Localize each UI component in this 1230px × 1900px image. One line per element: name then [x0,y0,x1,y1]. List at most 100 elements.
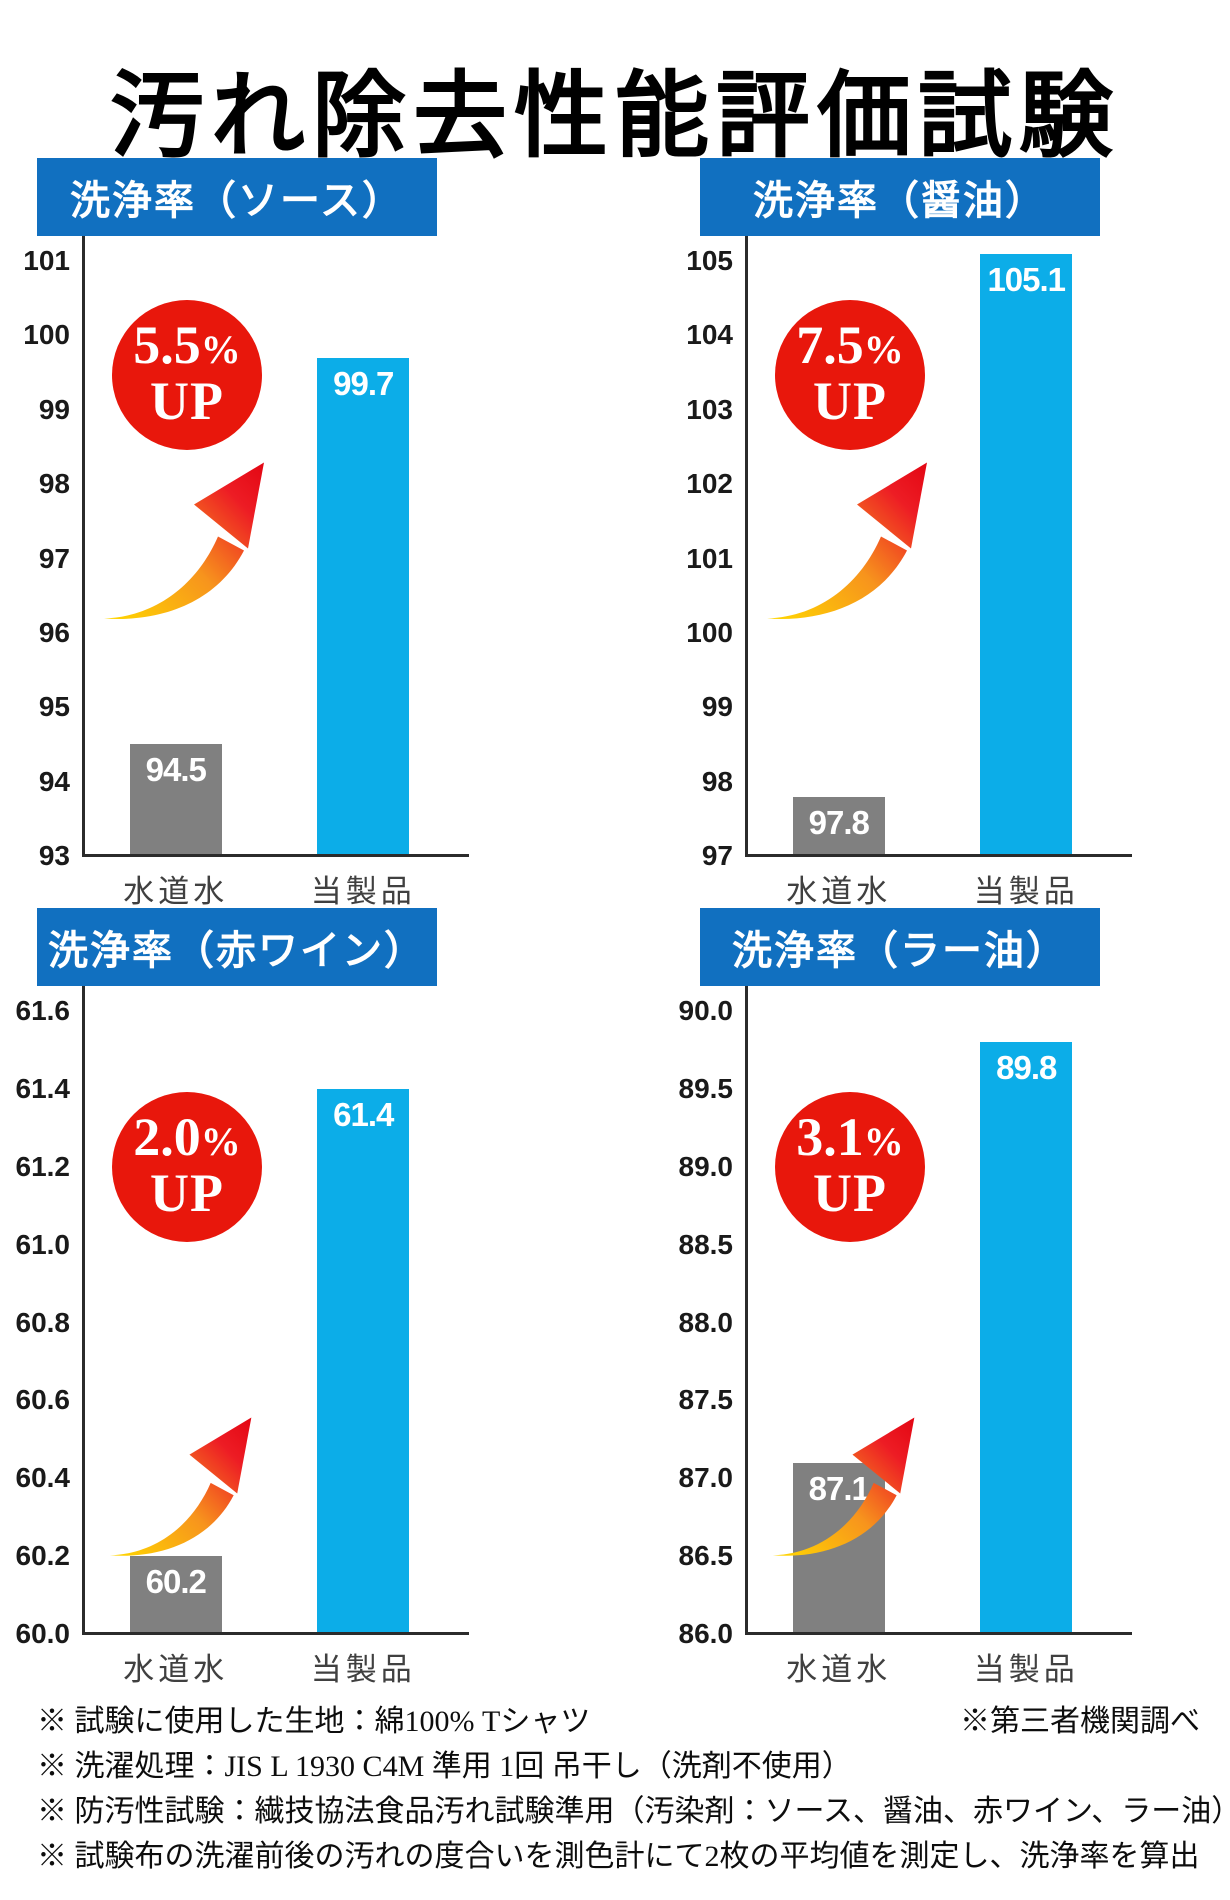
category-label: 水道水 [786,1652,892,1687]
y-tick-label: 99 [38,393,70,425]
y-tick-label: 61.2 [15,1150,71,1182]
footnote-line: ※ 試験布の洗濯前後の汚れの度合いを測色計にて2枚の平均値を測定し、洗浄率を算出 [37,1841,1200,1872]
up-badge: 2.0% UP [112,1092,262,1242]
category-label: 当製品 [310,874,416,909]
bars-group: 60.2 水道水 61.4 当製品 [82,986,457,1687]
growth-arrow-icon [767,462,927,619]
y-tick-label: 87.0 [678,1462,734,1494]
bar-当製品: 61.4 [317,1088,410,1634]
up-badge: 5.5% UP [112,300,262,450]
page-title: 汚れ除去性能評価試験 [109,64,1120,169]
y-tick-label: 61.4 [15,1072,71,1104]
y-tick-label: 60.2 [15,1540,71,1572]
y-tick-label: 61.0 [15,1228,71,1260]
footnote-right-text: ※第三者機関調べ [960,1705,1200,1738]
y-tick-label: 61.6 [15,995,71,1026]
category-label: 水道水 [786,874,892,909]
growth-arrow-icon [109,1417,252,1556]
y-tick-label: 89.5 [678,1072,734,1104]
category-label: 水道水 [123,1652,229,1687]
y-tick-label: 94 [38,765,70,797]
bar-水道水: 87.1 [792,1462,885,1634]
bar-水道水: 60.2 [129,1556,222,1634]
badge-percent: 2.0% [133,1107,241,1168]
y-axis: 101 100 99 98 97 96 95 94 93 [23,236,457,871]
badge-up-label: UP [150,1163,224,1224]
plot-area: 101 100 99 98 97 96 95 94 93 94.5 水道水 99.7 当製品 5.5%… [23,236,469,909]
chart-title-soysauce: 洗浄率（醤油） [700,158,1100,236]
category-label: 水道水 [123,874,229,909]
bar-当製品: 105.1 [980,253,1073,856]
category-label: 当製品 [973,874,1079,909]
bar-当製品: 99.7 [317,357,410,856]
badge-percent: 7.5% [796,315,904,376]
footnotes: ※ 試験に使用した生地：綿100% Tシャツ ※第三者機関調べ ※ 洗濯処理：J… [37,1706,1230,1886]
footnote-text: ※ 試験布の洗濯前後の汚れの度合いを測色計にて2枚の平均値を測定し、洗浄率を算出 [37,1840,1200,1873]
footnote-text: ※ 洗濯処理：JIS L 1930 C4M 準用 1回 吊干し（洗剤不使用） [37,1750,852,1783]
chart-panel-redwine: 洗浄率（赤ワイン） 61.6 61.4 61.2 61.0 60.8 60.6 60.4 60… [16,908,469,1687]
badge-percent: 5.5% [133,315,241,376]
bar-value-label: 97.8 [808,803,870,841]
footnote-text: ※ 試験に使用した生地：綿100% Tシャツ [37,1705,591,1738]
y-tick-label: 100 [686,616,733,648]
plot-area: 61.6 61.4 61.2 61.0 60.8 60.6 60.4 60.2 60.0 60.… [16,986,469,1687]
bar-value-label: 105.1 [987,260,1066,298]
y-tick-label: 87.5 [678,1384,734,1416]
growth-arrow-icon [104,462,264,619]
badge-up-label: UP [813,1163,887,1224]
y-tick-label: 103 [686,393,733,425]
y-axis: 90.0 89.5 89.0 88.5 88.0 87.5 87.0 86.5 86.0 [679,986,1120,1649]
y-tick-label: 86.5 [678,1540,734,1572]
badge-up-label: UP [813,371,887,432]
plot-area: 105 104 103 102 101 100 99 98 97 97.8 水道水 105.1 当製品… [686,236,1132,909]
category-label: 当製品 [973,1652,1079,1687]
category-label: 当製品 [310,1652,416,1687]
footnote-line: ※ 試験に使用した生地：綿100% Tシャツ ※第三者機関調べ [37,1706,1200,1737]
y-tick-label: 60.4 [15,1462,71,1494]
y-tick-label: 97 [38,542,70,574]
bar-value-label: 61.4 [333,1095,394,1133]
y-axis: 61.6 61.4 61.2 61.0 60.8 60.6 60.4 60.2 60.0 [16,986,457,1649]
bar-value-label: 99.7 [333,364,394,402]
up-badge: 3.1% UP [775,1092,925,1242]
growth-arrow-icon [772,1417,915,1556]
badge-up-label: UP [150,371,224,432]
chart-title-redwine: 洗浄率（赤ワイン） [37,908,437,986]
y-tick-label: 93 [38,840,70,871]
y-tick-label: 98 [38,468,70,500]
y-tick-label: 60.8 [15,1306,71,1338]
bars-group: 87.1 水道水 89.8 当製品 [745,986,1120,1687]
y-tick-label: 60.6 [15,1384,71,1416]
y-tick-label: 99 [701,691,733,723]
footnote-line: ※ 洗濯処理：JIS L 1930 C4M 準用 1回 吊干し（洗剤不使用） [37,1751,1200,1782]
bars-group: 94.5 水道水 99.7 当製品 [82,236,457,909]
bar-value-label: 60.2 [145,1563,207,1601]
up-badge: 7.5% UP [775,300,925,450]
bars-group: 97.8 水道水 105.1 当製品 [745,236,1120,909]
y-axis: 105 104 103 102 101 100 99 98 97 [686,236,1120,871]
y-tick-label: 89.0 [678,1150,734,1182]
bar-value-label: 94.5 [145,751,207,789]
badge-percent: 3.1% [796,1107,904,1168]
y-tick-label: 100 [23,319,70,351]
y-tick-label: 102 [686,468,733,500]
y-tick-label: 95 [38,691,70,723]
chart-panel-soysauce: 洗浄率（醤油） 105 104 103 102 101 100 99 98 97 97.8 水道水… [686,158,1132,909]
bar-value-label: 89.8 [996,1049,1057,1087]
y-tick-label: 86.0 [678,1618,734,1649]
y-tick-label: 98 [701,765,733,797]
y-tick-label: 97 [701,840,733,871]
y-tick-label: 101 [686,542,733,574]
y-tick-label: 88.0 [678,1306,734,1338]
plot-area: 90.0 89.5 89.0 88.5 88.0 87.5 87.0 86.5 86.0 87.… [679,986,1132,1687]
y-tick-label: 60.0 [15,1618,71,1649]
y-tick-label: 96 [38,616,70,648]
bar-水道水: 94.5 [129,744,222,856]
chart-panel-sauce: 洗浄率（ソース） 101 100 99 98 97 96 95 94 93 94.5 水道水 99.… [23,158,469,909]
y-tick-label: 104 [686,319,733,351]
y-tick-label: 105 [686,245,733,276]
chart-title-chilioil: 洗浄率（ラー油） [700,908,1100,986]
chart-panel-chilioil: 洗浄率（ラー油） 90.0 89.5 89.0 88.5 88.0 87.5 87.0 86.… [679,908,1132,1687]
chart-title-sauce: 洗浄率（ソース） [37,158,437,236]
y-tick-label: 101 [23,245,70,276]
